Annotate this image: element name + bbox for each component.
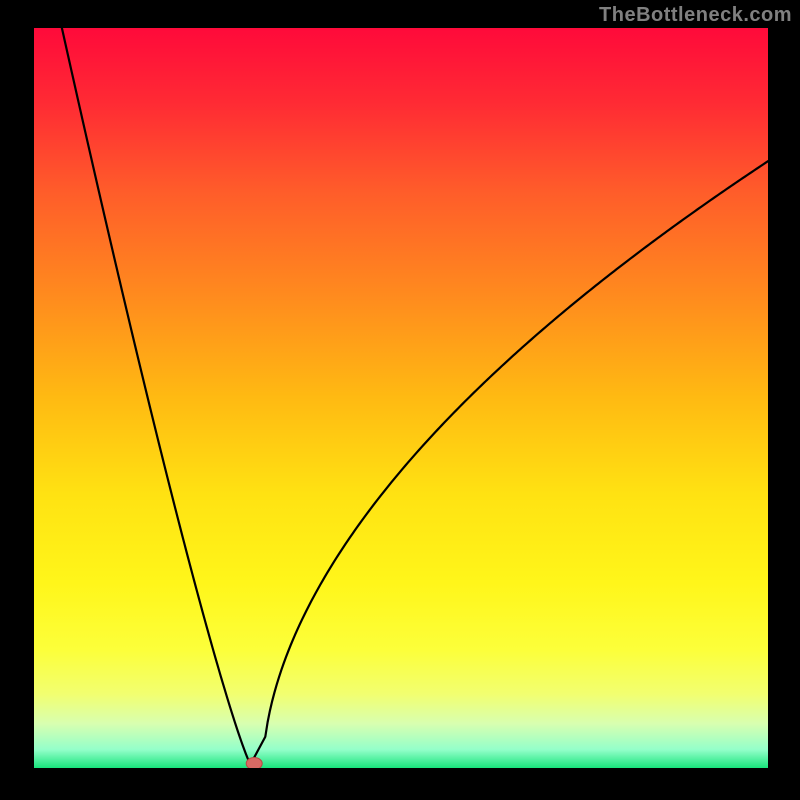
optimal-point-marker bbox=[246, 758, 262, 768]
chart-svg bbox=[34, 28, 768, 768]
chart-container: { "watermark": { "text": "TheBottleneck.… bbox=[0, 0, 800, 800]
plot-area bbox=[34, 28, 768, 768]
watermark-text: TheBottleneck.com bbox=[599, 4, 792, 27]
chart-background bbox=[34, 28, 768, 768]
